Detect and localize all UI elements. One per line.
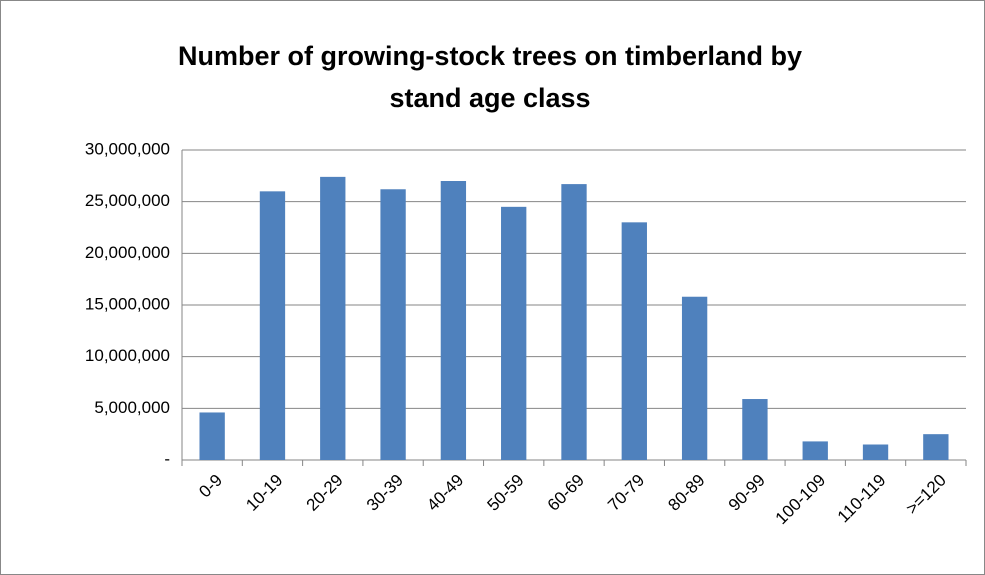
bar: [561, 184, 587, 460]
bar: [802, 441, 828, 460]
y-tick-label: 10,000,000: [85, 346, 170, 365]
bar: [742, 399, 768, 460]
y-tick-label: 15,000,000: [85, 294, 170, 313]
x-tick-label: 90-99: [725, 471, 769, 515]
bar: [440, 181, 467, 460]
x-tick-label: 60-69: [544, 471, 588, 515]
x-tick-label: 20-29: [303, 471, 347, 515]
y-tick-label: 20,000,000: [85, 243, 170, 262]
x-tick-label: 70-79: [604, 471, 648, 515]
x-tick-label: 100-109: [772, 471, 830, 529]
x-tick-label: 10-19: [242, 471, 286, 515]
x-tick-label: >=120: [902, 471, 950, 519]
bar: [320, 176, 346, 460]
bar: [380, 189, 406, 460]
bar: [501, 206, 527, 460]
y-tick-label: 5,000,000: [94, 398, 170, 417]
bar: [923, 434, 949, 460]
y-tick-label: 30,000,000: [85, 139, 170, 158]
bar: [621, 222, 647, 460]
x-tick-label: 0-9: [195, 471, 226, 502]
x-tick-label: 80-89: [664, 471, 708, 515]
x-tick-label: 40-49: [423, 471, 467, 515]
x-tick-label: 50-59: [484, 471, 528, 515]
bar: [862, 444, 889, 460]
y-tick-label: 25,000,000: [85, 191, 170, 210]
bar: [199, 412, 225, 460]
bar: [259, 191, 286, 461]
chart-title: Number of growing-stock trees on timberl…: [177, 41, 803, 113]
bar: [681, 296, 708, 460]
x-tick-label: 110-119: [834, 471, 890, 527]
y-tick-label: -: [164, 449, 170, 468]
x-tick-label: 30-39: [363, 471, 407, 515]
